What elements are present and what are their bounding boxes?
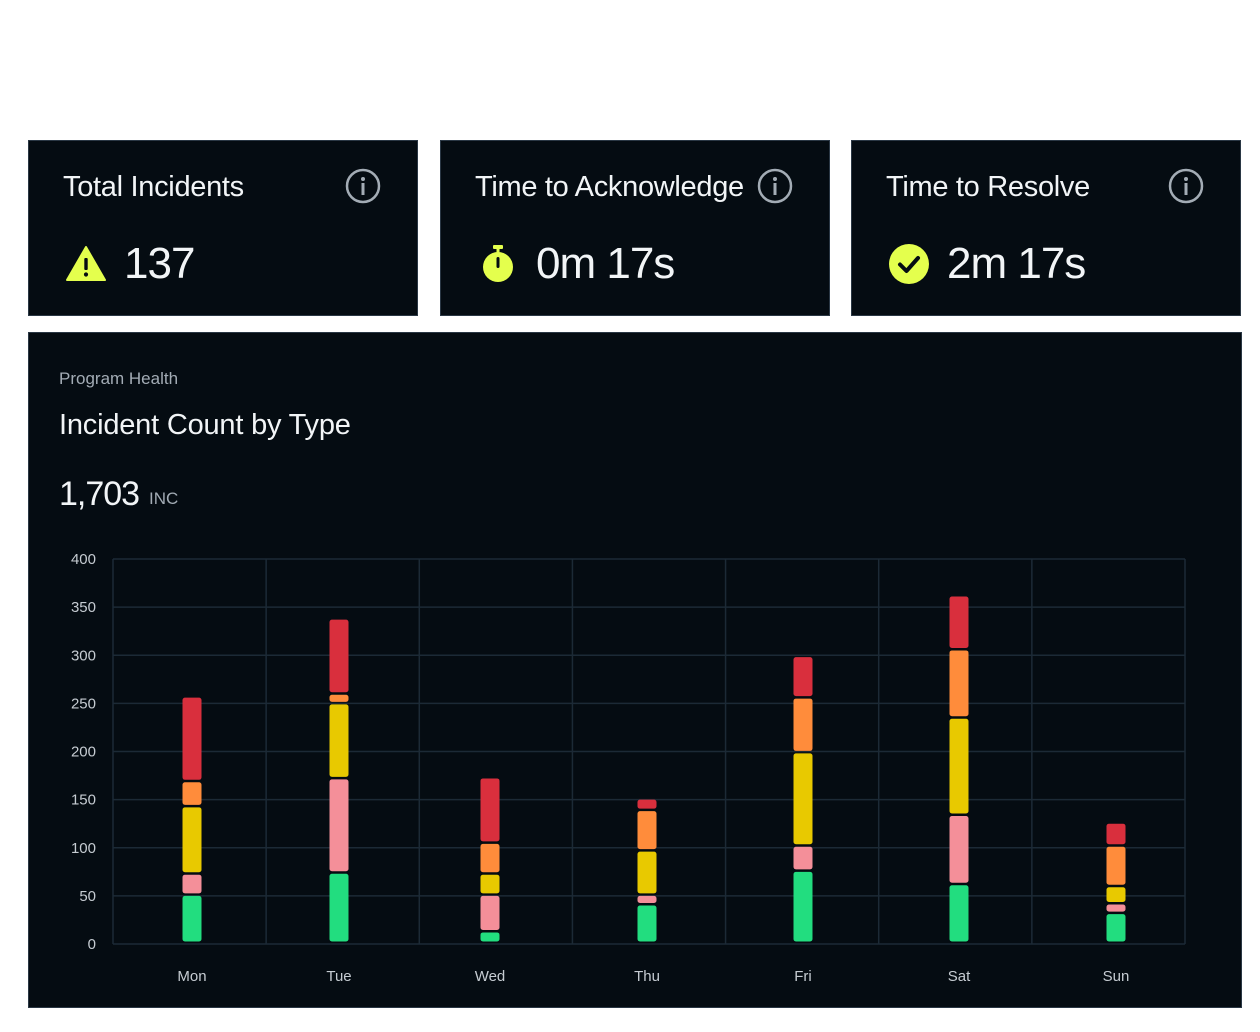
bar-segment xyxy=(480,778,500,842)
x-tick-label: Fri xyxy=(794,968,812,985)
bar-segment xyxy=(637,905,657,942)
bar-segment xyxy=(949,815,969,883)
bar-segment xyxy=(949,596,969,648)
incident-total: 1,703 xyxy=(59,475,140,513)
kpi-title: Total Incidents xyxy=(63,171,244,203)
bar-segment xyxy=(182,782,202,805)
y-tick-label: 350 xyxy=(71,599,96,616)
x-tick-label: Sun xyxy=(1103,968,1130,985)
kpi-value: 0m 17s xyxy=(536,239,675,288)
y-tick-label: 250 xyxy=(71,695,96,712)
stacked-bar-chart: 0 50 100 150 200 250 300 350 400 Mon Tue Wed Thu Fri S… xyxy=(71,551,1186,985)
bar-segment xyxy=(329,619,349,693)
bar-segment xyxy=(1106,887,1126,903)
bar-segment xyxy=(1106,914,1126,942)
kpi-card-total-incidents: Total Incidents 137 xyxy=(28,140,418,316)
bar-segment xyxy=(182,895,202,942)
bar-segment xyxy=(793,698,813,751)
y-tick-label: 400 xyxy=(71,551,96,568)
kpi-value: 2m 17s xyxy=(947,239,1086,288)
x-tick-label: Sat xyxy=(948,968,971,985)
bar-segment xyxy=(637,851,657,894)
bar-segment xyxy=(329,694,349,702)
bar-segment xyxy=(949,718,969,814)
info-icon[interactable] xyxy=(1168,168,1204,204)
bar-segment xyxy=(793,657,813,697)
bar-segment xyxy=(480,843,500,873)
bar-segment xyxy=(949,650,969,717)
y-tick-label: 150 xyxy=(71,792,96,809)
x-tick-label: Tue xyxy=(326,968,351,985)
stopwatch-icon xyxy=(483,245,513,282)
bar-segment xyxy=(329,704,349,777)
check-circle-icon xyxy=(889,244,929,284)
bar-segment xyxy=(637,799,657,809)
warning-triangle-icon xyxy=(66,246,106,281)
info-icon[interactable] xyxy=(345,168,381,204)
info-icon[interactable] xyxy=(757,168,793,204)
y-tick-label: 50 xyxy=(79,888,96,905)
x-tick-label: Wed xyxy=(475,968,506,985)
bar-segment xyxy=(793,846,813,870)
x-tick-label: Thu xyxy=(634,968,660,985)
y-tick-label: 200 xyxy=(71,744,96,761)
x-tick-label: Mon xyxy=(177,968,206,985)
kpi-card-time-to-resolve: Time to Resolve 2m 17s xyxy=(851,140,1241,316)
bar-segment xyxy=(1106,823,1126,845)
bar-segment xyxy=(329,779,349,872)
bar-segment xyxy=(1106,904,1126,912)
kpi-card-time-to-acknowledge: Time to Acknowledge 0m 17s xyxy=(440,140,830,316)
chart-title: Incident Count by Type xyxy=(59,409,351,441)
incident-unit: INC xyxy=(149,489,179,508)
kpi-title: Time to Acknowledge xyxy=(475,171,744,203)
bar-segment xyxy=(182,807,202,873)
bar-segment xyxy=(637,811,657,850)
kpi-value: 137 xyxy=(124,239,195,288)
bar-segment xyxy=(480,895,500,930)
bar-segment xyxy=(1106,846,1126,885)
y-tick-label: 300 xyxy=(71,647,96,664)
bar-segment xyxy=(182,874,202,894)
y-tick-label: 100 xyxy=(71,840,96,857)
y-tick-label: 0 xyxy=(88,936,96,953)
bar-segment xyxy=(480,932,500,942)
bar-segment xyxy=(329,873,349,942)
panel-eyebrow: Program Health xyxy=(59,369,179,388)
bar-segment xyxy=(480,874,500,894)
bar-segment xyxy=(793,753,813,845)
bar-segment xyxy=(637,895,657,903)
bar-segment xyxy=(793,871,813,942)
incident-chart-panel: Program Health Incident Count by Type 1,… xyxy=(28,332,1242,1008)
bar-segment xyxy=(182,697,202,780)
kpi-title: Time to Resolve xyxy=(886,171,1090,203)
bar-segment xyxy=(949,885,969,942)
